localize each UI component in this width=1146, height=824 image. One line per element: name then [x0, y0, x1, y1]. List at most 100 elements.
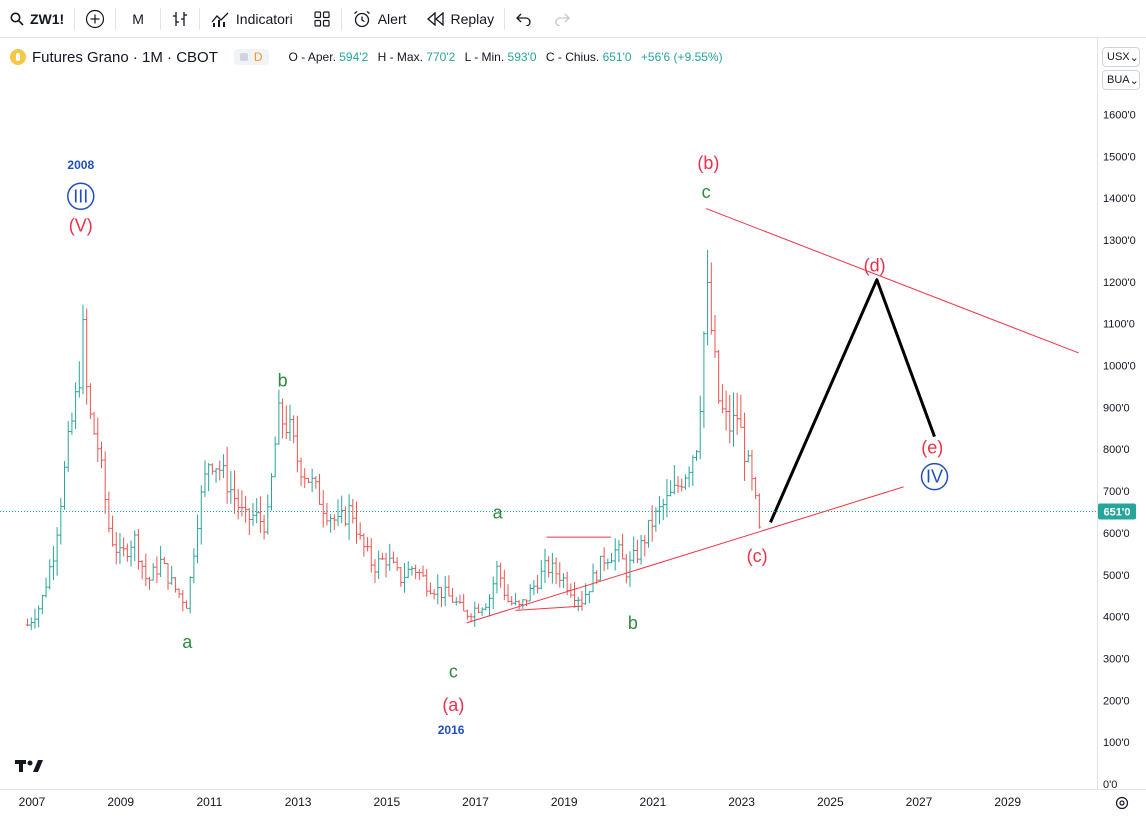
- x-tick-label: 2023: [728, 795, 755, 809]
- symbol-title[interactable]: Futures Grano · 1M · CBOT: [32, 48, 218, 66]
- x-tick-label: 2015: [373, 795, 400, 809]
- undo-button[interactable]: [505, 0, 543, 37]
- currency-label: USX: [1107, 51, 1130, 63]
- close-label: C - Chius.: [545, 50, 600, 64]
- bars-icon: [172, 11, 187, 26]
- settings-gear-icon[interactable]: [1114, 795, 1130, 816]
- redo-icon: [555, 13, 571, 26]
- trendline-layer: [466, 208, 1079, 624]
- wave-label: (a): [442, 695, 464, 715]
- indicators-button[interactable]: Indicatori: [200, 0, 303, 37]
- wave-label: c: [449, 661, 458, 681]
- grid-icon: [314, 10, 330, 27]
- low-label: L - Min.: [464, 50, 505, 64]
- divider: [504, 7, 506, 30]
- divider: [198, 7, 200, 30]
- y-tick-label: 1500'0: [1103, 151, 1136, 163]
- x-tick-label: 2027: [906, 795, 933, 809]
- wave-label: IV: [926, 467, 943, 487]
- unit-label: BUA: [1107, 74, 1130, 86]
- axis-layer: 0'0 100'0 200'0 300'0 400'0 500'0 600'0 700'0 80…: [0, 38, 1146, 809]
- x-tick-label: 2007: [19, 795, 46, 809]
- chart-legend: Futures Grano · 1M · CBOT D O - Aper. 59…: [10, 46, 723, 68]
- wave-circle: [920, 462, 949, 491]
- wave-label: 2008: [67, 158, 94, 172]
- indicators-label: Indicatori: [235, 10, 293, 27]
- wave-label: (d): [864, 255, 886, 275]
- compare-button[interactable]: [75, 0, 115, 37]
- symbol-label: ZW1!: [30, 10, 65, 27]
- y-tick-label: 500'0: [1103, 570, 1130, 582]
- y-tick-label: 900'0: [1103, 402, 1130, 414]
- y-tick-label: 1300'0: [1103, 235, 1136, 247]
- currency-select[interactable]: USX ⌄: [1102, 47, 1140, 67]
- ohlc-values: O - Aper. 594'2 H - Max. 770'2 L - Min. …: [289, 50, 723, 64]
- wave-label: a: [493, 502, 504, 522]
- high-label: H - Max.: [377, 50, 423, 64]
- alarm-clock-icon: [353, 10, 370, 27]
- y-tick-label: 600'0: [1103, 528, 1130, 540]
- x-tick-label: 2017: [462, 795, 489, 809]
- last-price-badge: [1098, 503, 1136, 520]
- undo-icon: [516, 13, 531, 26]
- open-label: O - Aper.: [288, 50, 336, 64]
- chevron-down-icon: ⌄: [1129, 51, 1139, 64]
- unit-select[interactable]: BUA ⌄: [1102, 70, 1140, 90]
- x-tick-label: 2013: [285, 795, 312, 809]
- wave-label: III: [73, 186, 88, 206]
- y-tick-label: 300'0: [1103, 653, 1130, 665]
- y-tick-label: 100'0: [1103, 737, 1130, 749]
- open-value: 594'2: [339, 50, 369, 64]
- data-status-badge[interactable]: D: [233, 49, 269, 65]
- x-tick-label: 2025: [817, 795, 844, 809]
- y-tick-label: 400'0: [1103, 612, 1130, 624]
- wave-label: a: [182, 632, 193, 652]
- trendline: [515, 605, 582, 611]
- wave-label: 2016: [438, 723, 465, 737]
- y-tick-label: 1000'0: [1103, 361, 1136, 373]
- x-tick-label: 2019: [551, 795, 578, 809]
- redo-button[interactable]: [543, 0, 581, 37]
- divider: [340, 7, 342, 30]
- tradingview-logo-icon: [15, 758, 45, 779]
- y-tick-label: 1600'0: [1103, 109, 1136, 121]
- price-chart[interactable]: 2008 III (V) a b a c (a) 2016 b (b) c (d) (c) (e) IV 0'…: [0, 38, 1146, 824]
- close-value: 651'0: [602, 50, 632, 64]
- y-tick-label: 1400'0: [1103, 193, 1136, 205]
- y-tick-label: 1200'0: [1103, 277, 1136, 289]
- wave-label-layer: 2008 III (V) a b a c (a) 2016 b (b) c (d) (c) (e) IV: [67, 153, 949, 737]
- y-tick-label: 0'0: [1103, 779, 1117, 791]
- wave-label: (b): [697, 153, 719, 173]
- y-tick-label: 200'0: [1103, 695, 1130, 707]
- chart-type-button[interactable]: [161, 0, 199, 37]
- last-price-label: 651'0: [1103, 507, 1130, 519]
- wave-label: b: [628, 613, 638, 633]
- wave-label: (V): [69, 216, 93, 236]
- x-tick-label: 2029: [994, 795, 1021, 809]
- y-tick-label: 800'0: [1103, 444, 1130, 456]
- low-value: 593'0: [507, 50, 537, 64]
- interval-button[interactable]: M: [116, 0, 160, 37]
- divider: [115, 7, 117, 30]
- alert-label: Alert: [377, 10, 407, 27]
- wave-label: (c): [747, 546, 768, 566]
- divider: [159, 7, 161, 30]
- symbol-search[interactable]: ZW1!: [0, 0, 74, 37]
- high-value: 770'2: [426, 50, 456, 64]
- wave-label: c: [702, 182, 711, 202]
- templates-button[interactable]: [303, 0, 341, 37]
- candle-layer: [25, 249, 762, 631]
- replay-button[interactable]: Replay: [417, 0, 505, 37]
- top-toolbar: ZW1! M Indicatori Alert Replay: [0, 0, 1146, 38]
- trendline: [705, 208, 1079, 354]
- interval-label: M: [132, 10, 144, 27]
- rewind-icon: [426, 11, 444, 26]
- indicators-icon: [211, 12, 229, 27]
- projection-path: [769, 278, 936, 524]
- wheat-logo-icon: [10, 49, 26, 65]
- chevron-down-icon: ⌄: [1129, 74, 1139, 87]
- wave-label: b: [278, 370, 288, 390]
- alert-button[interactable]: Alert: [342, 0, 417, 37]
- x-tick-label: 2021: [640, 795, 667, 809]
- y-tick-label: 700'0: [1103, 486, 1130, 498]
